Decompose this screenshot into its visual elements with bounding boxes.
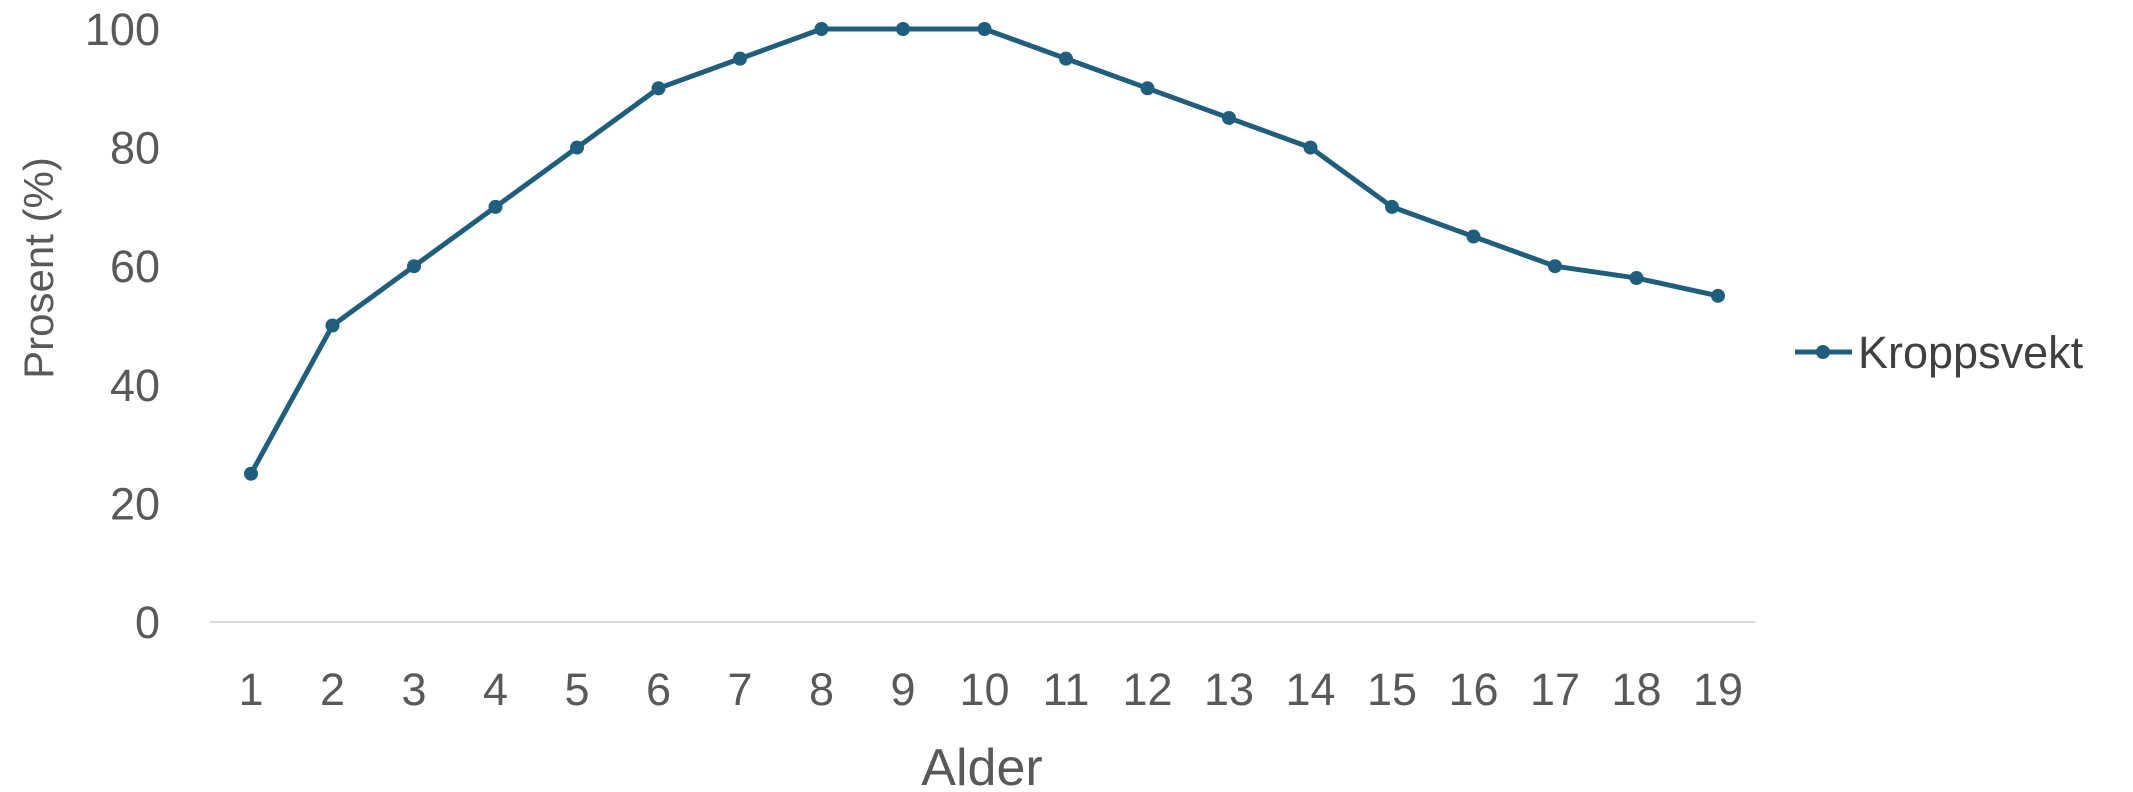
x-tick-label: 16 — [1448, 664, 1498, 715]
plot-area — [244, 22, 1725, 481]
x-tick-label: 18 — [1611, 664, 1661, 715]
x-tick-label: 10 — [959, 664, 1009, 715]
x-tick-label: 13 — [1204, 664, 1254, 715]
data-point — [977, 22, 992, 36]
legend-label: Kroppsvekt — [1858, 327, 2084, 378]
data-point — [1629, 271, 1644, 286]
x-tick-label: 15 — [1367, 664, 1417, 715]
y-tick-label: 40 — [110, 360, 160, 411]
data-point — [407, 259, 421, 274]
x-tick-label: 3 — [401, 664, 426, 715]
data-point — [1711, 288, 1725, 303]
data-point — [1548, 259, 1562, 274]
x-tick-label: 1 — [238, 664, 263, 715]
y-tick-label: 100 — [85, 4, 160, 55]
y-axis-title: Prosent (%) — [15, 157, 62, 379]
data-point — [814, 22, 829, 36]
x-tick-label: 4 — [483, 664, 508, 715]
x-tick-label: 8 — [809, 664, 834, 715]
y-tick-label: 0 — [135, 597, 160, 648]
x-tick-label: 14 — [1285, 664, 1335, 715]
data-point — [1385, 199, 1399, 214]
x-tick-label: 6 — [646, 664, 671, 715]
y-tick-label: 60 — [110, 241, 160, 292]
x-tick-label: 12 — [1122, 664, 1172, 715]
data-point — [1303, 140, 1318, 155]
y-tick-label: 80 — [110, 123, 160, 174]
legend-marker-icon — [1816, 345, 1830, 359]
x-tick-label: 7 — [727, 664, 752, 715]
data-point — [1140, 81, 1155, 96]
data-point — [570, 140, 584, 155]
data-point — [325, 318, 340, 333]
series-line-kroppsvekt — [248, 26, 1721, 477]
data-point — [488, 199, 503, 214]
data-point — [651, 81, 666, 96]
x-tick-label: 2 — [320, 664, 345, 715]
data-point — [1466, 229, 1481, 244]
legend: Kroppsvekt — [1795, 327, 2084, 378]
data-point — [733, 51, 747, 66]
x-axis-title: Alder — [921, 739, 1042, 792]
x-axis-ticks: 1 2 3 4 5 6 7 8 9 10 11 12 13 14 15 16 17 18 19 — [238, 664, 1743, 715]
x-tick-label: 5 — [564, 664, 589, 715]
x-tick-label: 9 — [890, 664, 915, 715]
data-point — [244, 466, 258, 481]
x-tick-label: 17 — [1530, 664, 1580, 715]
y-tick-label: 20 — [110, 478, 160, 529]
data-point — [1222, 110, 1236, 125]
data-point — [1059, 51, 1073, 66]
data-point — [896, 22, 910, 36]
y-axis-ticks: 0 20 40 60 80 100 — [85, 4, 160, 648]
x-tick-label: 19 — [1693, 664, 1743, 715]
x-tick-label: 11 — [1043, 664, 1090, 715]
